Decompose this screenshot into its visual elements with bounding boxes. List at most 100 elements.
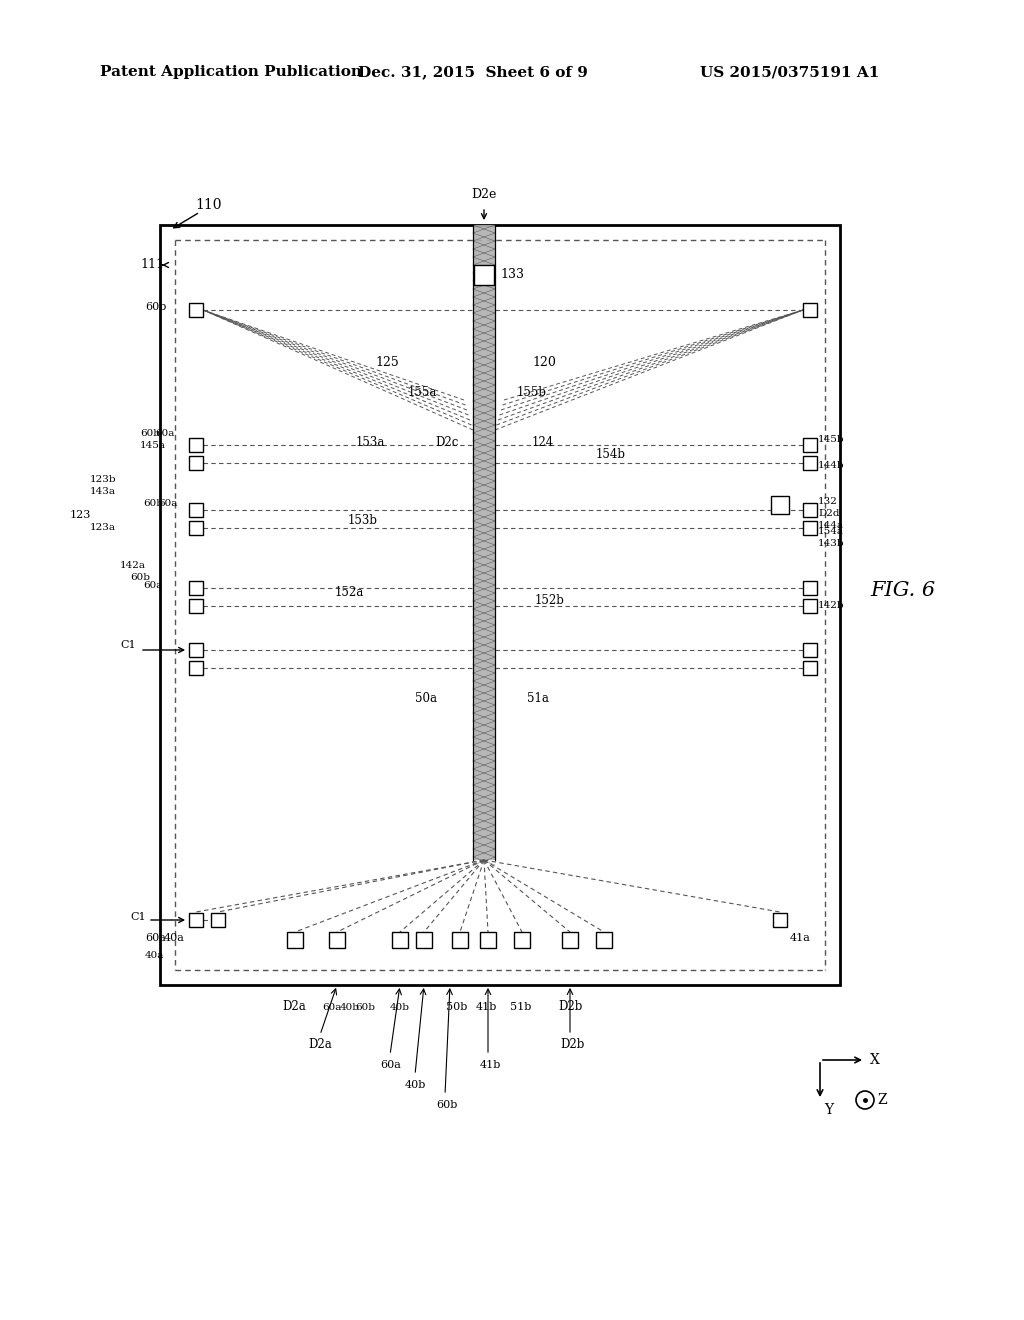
Text: 133: 133 <box>500 268 524 281</box>
Bar <box>514 932 530 948</box>
Text: 51b: 51b <box>510 1002 531 1012</box>
Bar <box>803 643 817 657</box>
Bar <box>189 913 203 927</box>
Text: 155a: 155a <box>408 387 437 400</box>
Text: D2b: D2b <box>560 1039 585 1052</box>
Text: 40b: 40b <box>390 1002 410 1011</box>
Bar <box>803 304 817 317</box>
Text: 60b: 60b <box>436 1100 458 1110</box>
Text: US 2015/0375191 A1: US 2015/0375191 A1 <box>700 65 880 79</box>
Bar <box>189 304 203 317</box>
Text: 60a: 60a <box>380 1060 400 1071</box>
Text: 153a: 153a <box>356 437 385 450</box>
Bar <box>189 438 203 451</box>
Bar <box>392 932 408 948</box>
Text: 60b: 60b <box>355 1002 375 1011</box>
Text: 60a: 60a <box>155 429 174 437</box>
Text: 123a: 123a <box>90 524 116 532</box>
Text: 143a: 143a <box>90 487 116 496</box>
Bar <box>189 599 203 612</box>
Text: 154b: 154b <box>596 449 626 462</box>
Bar <box>189 503 203 517</box>
Bar <box>771 496 790 513</box>
Text: D2a: D2a <box>308 1039 332 1052</box>
Text: 111: 111 <box>140 259 164 272</box>
Bar <box>562 932 578 948</box>
Bar <box>329 932 345 948</box>
Text: 40b: 40b <box>340 1002 360 1011</box>
Bar <box>189 643 203 657</box>
Text: 60a: 60a <box>143 582 163 590</box>
Text: 40b: 40b <box>406 1080 426 1090</box>
Text: C1: C1 <box>120 640 135 649</box>
Bar <box>416 932 432 948</box>
Text: 120: 120 <box>532 355 556 368</box>
Text: D2a: D2a <box>282 1001 306 1014</box>
Text: 41b: 41b <box>476 1002 498 1012</box>
Text: 142b: 142b <box>818 602 845 610</box>
Bar <box>211 913 225 927</box>
Bar <box>189 581 203 595</box>
Text: 40a: 40a <box>145 950 165 960</box>
Bar <box>189 521 203 535</box>
Text: 123: 123 <box>70 510 91 520</box>
Text: 60a: 60a <box>145 933 166 942</box>
Text: 41a: 41a <box>790 933 811 942</box>
Bar <box>480 932 496 948</box>
Text: 145b: 145b <box>818 434 845 444</box>
Text: 152b: 152b <box>535 594 565 607</box>
Text: 155b: 155b <box>517 387 547 400</box>
Text: Y: Y <box>824 1104 834 1117</box>
Text: 60b: 60b <box>143 499 163 507</box>
Text: 110: 110 <box>195 198 221 213</box>
Text: Dec. 31, 2015  Sheet 6 of 9: Dec. 31, 2015 Sheet 6 of 9 <box>358 65 588 79</box>
Bar <box>474 265 494 285</box>
Text: Patent Application Publication: Patent Application Publication <box>100 65 362 79</box>
Text: 143b: 143b <box>818 540 845 549</box>
Text: D2b: D2b <box>558 1001 583 1014</box>
Text: 50a: 50a <box>415 692 437 705</box>
Text: Z: Z <box>877 1093 887 1107</box>
Text: 125: 125 <box>375 355 398 368</box>
Text: D2e: D2e <box>471 189 497 202</box>
Text: 153b: 153b <box>348 513 378 527</box>
Text: C1: C1 <box>130 912 145 921</box>
Text: 60b: 60b <box>145 302 166 312</box>
Text: FIG. 6: FIG. 6 <box>870 581 935 599</box>
Bar <box>803 438 817 451</box>
Text: 152a: 152a <box>335 586 365 599</box>
Text: 145a: 145a <box>140 441 166 450</box>
Bar <box>773 913 787 927</box>
Text: 51a: 51a <box>527 692 549 705</box>
Bar <box>803 521 817 535</box>
Text: 41b: 41b <box>480 1060 502 1071</box>
Text: 154a: 154a <box>818 528 844 536</box>
Bar <box>287 932 303 948</box>
Text: 50b: 50b <box>446 1002 467 1012</box>
Text: 124: 124 <box>532 437 554 450</box>
Bar <box>473 224 495 861</box>
Text: 60b: 60b <box>130 573 150 582</box>
Text: 40a: 40a <box>164 933 185 942</box>
Bar <box>803 661 817 675</box>
Text: 123b: 123b <box>90 475 117 484</box>
Bar <box>803 599 817 612</box>
Bar <box>803 455 817 470</box>
Bar <box>160 224 840 985</box>
Text: X: X <box>870 1053 880 1067</box>
Text: 60a: 60a <box>158 499 177 507</box>
Text: 144a: 144a <box>818 521 844 531</box>
Bar <box>189 455 203 470</box>
Text: 60a: 60a <box>322 1002 341 1011</box>
Text: D2c: D2c <box>435 437 459 450</box>
Bar <box>189 661 203 675</box>
Text: 144b: 144b <box>818 462 845 470</box>
Bar <box>803 581 817 595</box>
Text: D2d: D2d <box>818 510 840 519</box>
Text: 132: 132 <box>818 498 838 507</box>
Bar <box>596 932 612 948</box>
Text: 60b: 60b <box>140 429 160 437</box>
Bar <box>803 503 817 517</box>
Bar <box>452 932 468 948</box>
Text: 142a: 142a <box>120 561 146 570</box>
